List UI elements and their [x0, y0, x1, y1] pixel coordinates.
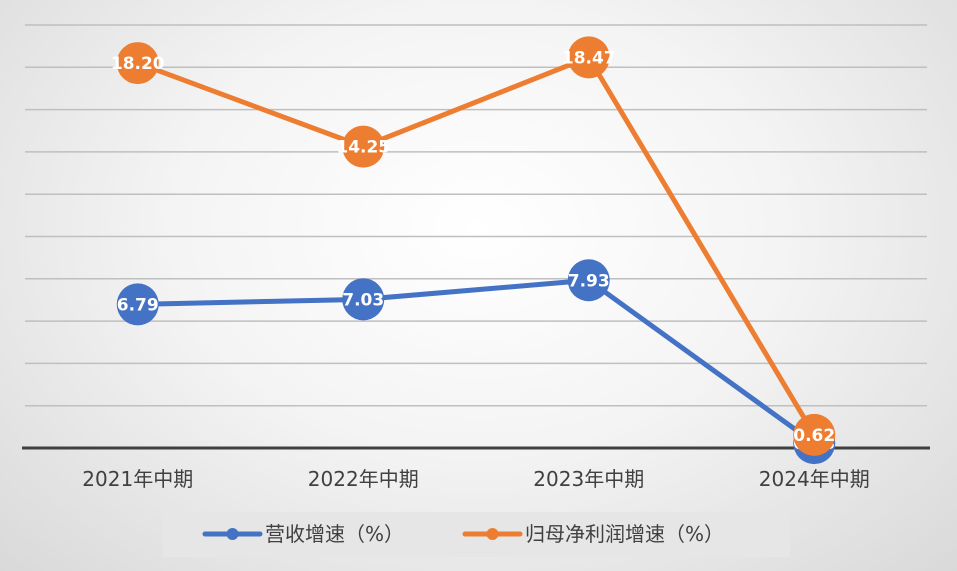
- data-point: [116, 42, 159, 85]
- data-point: [116, 283, 159, 326]
- data-point: [567, 259, 610, 302]
- data-point: [342, 278, 385, 321]
- data-label: 18.20: [111, 54, 165, 74]
- data-label: 6.79: [117, 295, 159, 315]
- legend-marker-swatch: [226, 528, 239, 540]
- data-label: 14.25: [336, 138, 390, 158]
- series-lines: [135, 54, 817, 446]
- legend-marker-swatch: [486, 528, 499, 540]
- legend: 营收增速（%） 归母净利润增速（%）: [163, 512, 790, 557]
- data-point: [342, 125, 385, 168]
- data-label: 7.93: [568, 271, 610, 291]
- data-point: [567, 36, 610, 79]
- x-tick-labels: 2021年中期 2022年中期 2023年中期 2024年中期: [82, 467, 869, 491]
- legend-item-net-profit-growth: 归母净利润增速（%）: [462, 522, 724, 546]
- x-tick-label: 2021年中期: [82, 467, 193, 491]
- x-tick-label: 2024年中期: [759, 467, 870, 491]
- legend-item-revenue-growth: 营收增速（%）: [202, 522, 404, 546]
- series-line-1: [135, 277, 817, 446]
- data-label: 7.03: [342, 290, 384, 310]
- x-tick-label: 2023年中期: [533, 467, 644, 491]
- gridlines: [25, 24, 927, 407]
- x-tick-label: 2022年中期: [308, 467, 419, 491]
- data-point: [793, 413, 836, 456]
- data-label: 18.47: [562, 48, 616, 68]
- legend-label: 营收增速（%）: [265, 522, 404, 546]
- data-label: 0.62: [793, 426, 835, 446]
- series-line-2: [135, 54, 817, 438]
- legend-label: 归母净利润增速（%）: [525, 522, 724, 546]
